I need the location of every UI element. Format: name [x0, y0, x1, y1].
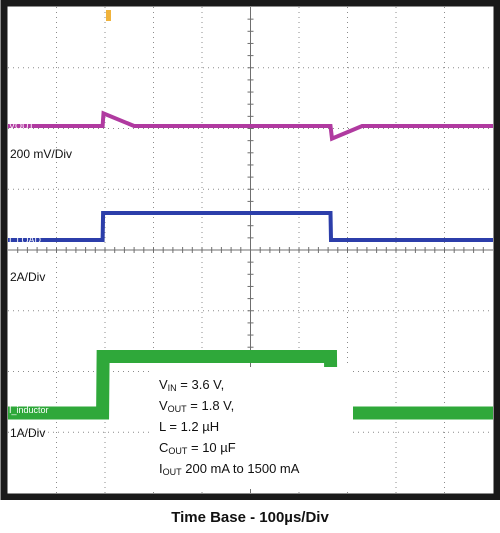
vin-condition: VIN = 3.6 V, — [159, 377, 225, 393]
trigger-marker — [106, 10, 111, 21]
vout-trace — [8, 110, 493, 142]
vout-trace-tag: VOUT — [9, 121, 35, 131]
iload-trace-tag: I_LOAD — [9, 235, 42, 245]
iout-condition: IOUT 200 mA to 1500 mA — [159, 461, 300, 477]
vout-condition: VOUT = 1.8 V, — [159, 398, 235, 414]
vout-scale-label: 200 mV/Div — [10, 147, 73, 161]
test-conditions-box: VIN = 3.6 V, VOUT = 1.8 V, L = 1.2 µH CO… — [153, 367, 353, 489]
iload-scale-label: 2A/Div — [10, 270, 46, 284]
time-base-label: Time Base - 100µs/Div — [171, 509, 329, 526]
iload-trace — [8, 211, 493, 242]
iinductor-scale-label: 1A/Div — [10, 426, 46, 440]
iinductor-trace-tag: I_inductor — [9, 405, 49, 415]
inductance-condition: L = 1.2 µH — [159, 419, 220, 434]
iinductor-trace — [8, 350, 493, 420]
plot-frame — [0, 0, 500, 500]
cout-condition: COUT = 10 µF — [159, 440, 236, 456]
traces — [8, 110, 493, 420]
